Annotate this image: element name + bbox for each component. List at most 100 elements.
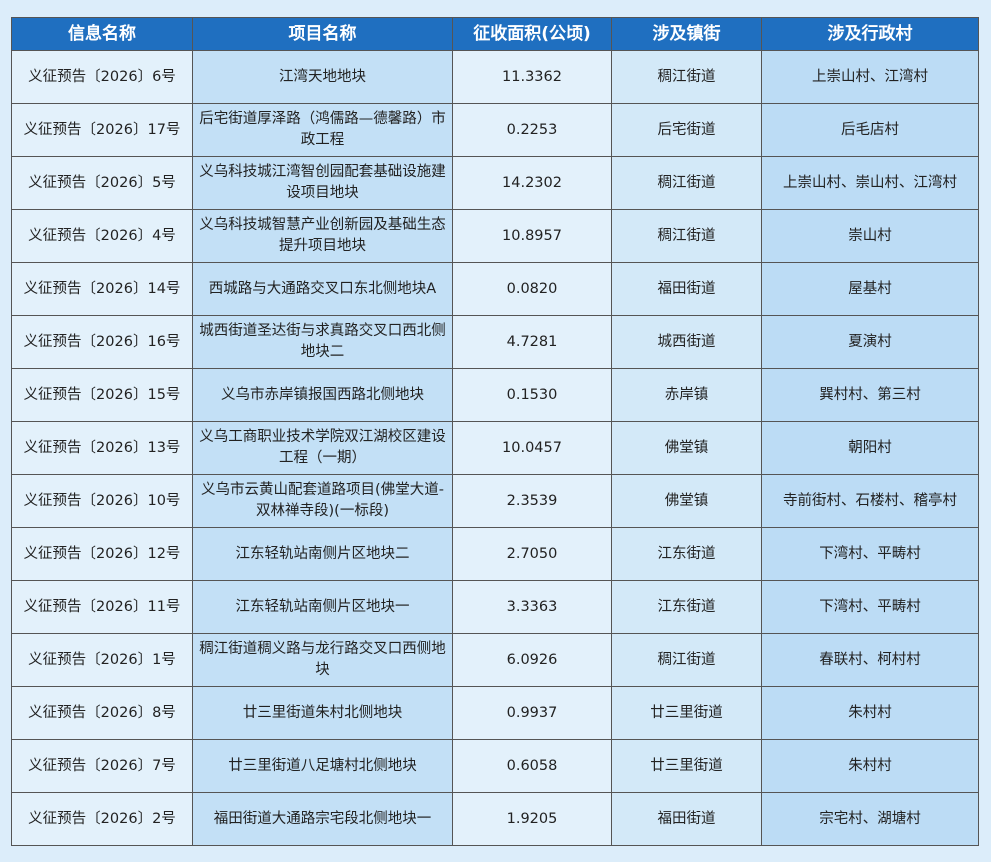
table-cell: 廿三里街道 (611, 739, 762, 793)
table-cell: 福田街道 (611, 262, 762, 316)
table-cell: 崇山村 (761, 209, 979, 263)
table-cell: 义乌科技城江湾智创园配套基础设施建设项目地块 (192, 156, 453, 210)
table-cell: 屋基村 (761, 262, 979, 316)
table-cell: 义征预告〔2026〕2号 (11, 792, 193, 846)
table-cell: 0.0820 (452, 262, 612, 316)
table-cell: 义征预告〔2026〕17号 (11, 103, 193, 157)
table-cell: 巽村村、第三村 (761, 368, 979, 422)
table: 信息名称 项目名称 征收面积(公顷) 涉及镇街 涉及行政村 义征预告〔2026〕6号 江湾… (11, 17, 979, 846)
table-cell: 春联村、柯村村 (761, 633, 979, 687)
table-cell: 义征预告〔2026〕1号 (11, 633, 193, 687)
table-cell: 朱村村 (761, 686, 979, 740)
table-cell: 宗宅村、湖塘村 (761, 792, 979, 846)
table-cell: 义征预告〔2026〕12号 (11, 527, 193, 581)
table-cell: 廿三里街道八足塘村北侧地块 (192, 739, 453, 793)
table-cell: 江东街道 (611, 580, 762, 634)
table-cell: 西城路与大通路交叉口东北侧地块A (192, 262, 453, 316)
table-row: 义征预告〔2026〕10号 义乌市云黄山配套道路项目(佛堂大道-双林禅寺段)(一标… (11, 474, 979, 528)
table-cell: 2.7050 (452, 527, 612, 581)
table-cell: 10.8957 (452, 209, 612, 263)
table-cell: 夏演村 (761, 315, 979, 369)
table-cell: 义征预告〔2026〕8号 (11, 686, 193, 740)
table-row: 义征预告〔2026〕17号 后宅街道厚泽路（鸿儒路—德馨路）市政工程 0.2253 后… (11, 103, 979, 157)
table-cell: 福田街道 (611, 792, 762, 846)
table-cell: 0.2253 (452, 103, 612, 157)
table-cell: 江东轻轨站南侧片区地块一 (192, 580, 453, 634)
table-cell: 下湾村、平畴村 (761, 527, 979, 581)
header-cell: 涉及镇街 (611, 17, 762, 51)
table-cell: 义征预告〔2026〕6号 (11, 50, 193, 104)
table-cell: 0.6058 (452, 739, 612, 793)
table-cell: 稠江街道稠义路与龙行路交叉口西侧地块 (192, 633, 453, 687)
table-cell: 义征预告〔2026〕10号 (11, 474, 193, 528)
table-cell: 6.0926 (452, 633, 612, 687)
table-row: 义征预告〔2026〕13号 义乌工商职业技术学院双江湖校区建设工程（一期） 10.0… (11, 421, 979, 475)
table-row: 义征预告〔2026〕16号 城西街道圣达街与求真路交叉口西北侧地块二 4.7281 城… (11, 315, 979, 369)
table-cell: 义征预告〔2026〕13号 (11, 421, 193, 475)
table-row: 义征预告〔2026〕8号 廿三里街道朱村北侧地块 0.9937 廿三里街道 朱村村 (11, 686, 979, 740)
table-cell: 寺前街村、石楼村、稽亭村 (761, 474, 979, 528)
table-row: 义征预告〔2026〕4号 义乌科技城智慧产业创新园及基础生态提升项目地块 10.89… (11, 209, 979, 263)
table-row: 义征预告〔2026〕5号 义乌科技城江湾智创园配套基础设施建设项目地块 14.230… (11, 156, 979, 210)
table-cell: 0.1530 (452, 368, 612, 422)
table-cell: 廿三里街道朱村北侧地块 (192, 686, 453, 740)
table-cell: 义征预告〔2026〕14号 (11, 262, 193, 316)
table-cell: 义乌市赤岸镇报国西路北侧地块 (192, 368, 453, 422)
table-cell: 义乌科技城智慧产业创新园及基础生态提升项目地块 (192, 209, 453, 263)
table-cell: 义乌市云黄山配套道路项目(佛堂大道-双林禅寺段)(一标段) (192, 474, 453, 528)
table-body: 义征预告〔2026〕6号 江湾天地地块 11.3362 稠江街道 上崇山村、江湾村 义征预… (11, 50, 979, 846)
table-row: 义征预告〔2026〕2号 福田街道大通路宗宅段北侧地块一 1.9205 福田街道 宗宅村… (11, 792, 979, 846)
table-cell: 义征预告〔2026〕15号 (11, 368, 193, 422)
table-cell: 0.9937 (452, 686, 612, 740)
table-cell: 江东轻轨站南侧片区地块二 (192, 527, 453, 581)
table-row: 义征预告〔2026〕11号 江东轻轨站南侧片区地块一 3.3363 江东街道 下湾村、平… (11, 580, 979, 634)
table-cell: 城西街道 (611, 315, 762, 369)
table-cell: 后宅街道厚泽路（鸿儒路—德馨路）市政工程 (192, 103, 453, 157)
table-cell: 义征预告〔2026〕16号 (11, 315, 193, 369)
table-cell: 稠江街道 (611, 156, 762, 210)
table-cell: 义征预告〔2026〕11号 (11, 580, 193, 634)
table-cell: 10.0457 (452, 421, 612, 475)
table-cell: 4.7281 (452, 315, 612, 369)
table-cell: 稠江街道 (611, 633, 762, 687)
table-cell: 后宅街道 (611, 103, 762, 157)
table-cell: 稠江街道 (611, 209, 762, 263)
table-cell: 义乌工商职业技术学院双江湖校区建设工程（一期） (192, 421, 453, 475)
table-row: 义征预告〔2026〕12号 江东轻轨站南侧片区地块二 2.7050 江东街道 下湾村、平… (11, 527, 979, 581)
table-cell: 14.2302 (452, 156, 612, 210)
table-cell: 义征预告〔2026〕5号 (11, 156, 193, 210)
header-row: 信息名称 项目名称 征收面积(公顷) 涉及镇街 涉及行政村 (11, 17, 979, 51)
table-cell: 义征预告〔2026〕7号 (11, 739, 193, 793)
table-row: 义征预告〔2026〕14号 西城路与大通路交叉口东北侧地块A 0.0820 福田街道屋… (11, 262, 979, 316)
table-row: 义征预告〔2026〕15号 义乌市赤岸镇报国西路北侧地块 0.1530 赤岸镇 巽村村、… (11, 368, 979, 422)
table-row: 义征预告〔2026〕6号 江湾天地地块 11.3362 稠江街道 上崇山村、江湾村 (11, 50, 979, 104)
table-cell: 江东街道 (611, 527, 762, 581)
table-cell: 江湾天地地块 (192, 50, 453, 104)
table-cell: 福田街道大通路宗宅段北侧地块一 (192, 792, 453, 846)
table-head: 信息名称 项目名称 征收面积(公顷) 涉及镇街 涉及行政村 (11, 17, 979, 51)
table-cell: 佛堂镇 (611, 474, 762, 528)
table-cell: 上崇山村、崇山村、江湾村 (761, 156, 979, 210)
table-cell: 城西街道圣达街与求真路交叉口西北侧地块二 (192, 315, 453, 369)
table-cell: 上崇山村、江湾村 (761, 50, 979, 104)
header-cell: 涉及行政村 (761, 17, 979, 51)
table-cell: 赤岸镇 (611, 368, 762, 422)
table-cell: 义征预告〔2026〕4号 (11, 209, 193, 263)
table-cell: 3.3363 (452, 580, 612, 634)
table-row: 义征预告〔2026〕1号 稠江街道稠义路与龙行路交叉口西侧地块 6.0926 稠江街道… (11, 633, 979, 687)
table-cell: 朝阳村 (761, 421, 979, 475)
table-cell: 下湾村、平畴村 (761, 580, 979, 634)
header-cell: 项目名称 (192, 17, 453, 51)
table-cell: 1.9205 (452, 792, 612, 846)
table-row: 义征预告〔2026〕7号 廿三里街道八足塘村北侧地块 0.6058 廿三里街道 朱村村 (11, 739, 979, 793)
table-cell: 廿三里街道 (611, 686, 762, 740)
table-cell: 朱村村 (761, 739, 979, 793)
table-cell: 稠江街道 (611, 50, 762, 104)
table-cell: 佛堂镇 (611, 421, 762, 475)
table-cell: 11.3362 (452, 50, 612, 104)
header-cell: 征收面积(公顷) (452, 17, 612, 51)
header-cell: 信息名称 (11, 17, 193, 51)
table-cell: 2.3539 (452, 474, 612, 528)
table-cell: 后毛店村 (761, 103, 979, 157)
